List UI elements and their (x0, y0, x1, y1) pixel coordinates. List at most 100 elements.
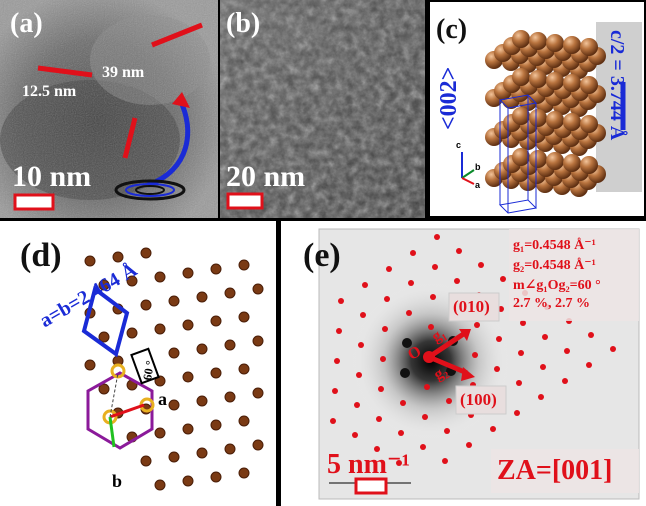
diffraction-spot (396, 460, 402, 466)
lattice-atom (252, 439, 264, 451)
g1-value: g₁=0.4548 Å⁻¹ (513, 238, 596, 253)
diffraction-spot (586, 362, 592, 368)
axis-c-label: c (456, 140, 462, 150)
diffraction-spot (564, 348, 570, 354)
atom-sphere (546, 152, 564, 170)
diffraction-spot (410, 250, 416, 256)
lattice-atom (126, 327, 138, 339)
measure-line (151, 22, 203, 48)
diffraction-spot (420, 444, 426, 450)
g2-value: g₂=0.4548 Å⁻¹ (513, 258, 596, 273)
lattice-atom (196, 343, 208, 355)
measurement-box (509, 229, 639, 321)
measure-label-12-5nm: 12.5 nm (22, 83, 77, 100)
diffraction-spot (520, 320, 526, 326)
diffraction-spot (446, 398, 452, 404)
lattice-atom (168, 399, 180, 411)
diffraction-spot (472, 352, 478, 358)
lattice-atom (238, 311, 250, 323)
diffraction-spot (430, 294, 436, 300)
zone-axis-box (491, 449, 639, 493)
lattice-atom (224, 287, 236, 299)
lattice-atom (98, 279, 110, 291)
lattice-atom (182, 267, 194, 279)
diffraction-spot (400, 400, 406, 406)
diffraction-spot (338, 298, 344, 304)
atom-sphere (546, 72, 564, 90)
lattice-atom (196, 395, 208, 407)
atom-sphere (529, 32, 547, 50)
scale-bar (354, 477, 388, 495)
lattice-atom (154, 271, 166, 283)
lattice-atom (182, 423, 194, 435)
lattice-atom (238, 415, 250, 427)
diffraction-spot (540, 364, 546, 370)
lattice-atom (168, 347, 180, 359)
scale-bar-label: 20 nm (226, 160, 306, 193)
diffraction-spot (516, 380, 522, 386)
diffraction-spot (466, 442, 472, 448)
lattice-atom (210, 315, 222, 327)
lattice-atom (154, 479, 166, 491)
diffraction-spot (334, 358, 340, 364)
lattice-atom (140, 247, 152, 259)
atom-sphere (563, 36, 581, 54)
diffraction-spot (386, 266, 392, 272)
panel-e-label: (e) (303, 237, 341, 274)
atom-sphere (563, 154, 581, 172)
lattice-atom (224, 339, 236, 351)
panel-b-tem-image: (b) 20 nm (220, 0, 425, 218)
diffraction-spot (408, 280, 414, 286)
diffraction-spot (358, 342, 364, 348)
hexagon (86, 371, 154, 450)
diffraction-spot (406, 310, 412, 316)
lattice-atom (98, 331, 110, 343)
lattice-atom (154, 323, 166, 335)
vector-b-label: b (112, 471, 123, 491)
measure-line (37, 65, 93, 78)
diffraction-spot (424, 384, 430, 390)
lattice-atom (168, 451, 180, 463)
panel-e-diffraction: (e) g₁=0.4548 Å⁻¹ g₂=0.4548 Å⁻¹ m∠g₁Og₂=… (281, 221, 646, 506)
vector-b (108, 416, 116, 448)
spot-100-label: (100) (460, 390, 497, 409)
atom-sphere (546, 34, 564, 52)
atom-sphere (512, 68, 530, 86)
diffraction-spot (384, 296, 390, 302)
lattice-atom (252, 335, 264, 347)
diffraction-spot (538, 394, 544, 400)
panel-a-label: (a) (10, 8, 43, 39)
lattice-atom (238, 259, 250, 271)
atom-sphere (563, 113, 581, 131)
diffraction-spot (444, 428, 450, 434)
lattice-atom (98, 383, 110, 395)
panel-b-label: (b) (226, 8, 261, 39)
axis-a-label: a (475, 180, 481, 190)
lattice-atom (196, 291, 208, 303)
atom-sphere (580, 38, 598, 56)
diffraction-spot (542, 334, 548, 340)
measure-line (122, 117, 138, 159)
lattice-atom (224, 391, 236, 403)
panel-d-label: (d) (20, 237, 62, 274)
diffraction-spot (456, 248, 462, 254)
diffraction-spot (494, 366, 500, 372)
lattice-atom (210, 471, 222, 483)
vector-a-label: a (158, 389, 167, 409)
diffraction-spot (376, 416, 382, 422)
lattice-atom (238, 467, 250, 479)
spot-100-box (455, 385, 507, 415)
lattice-atom (84, 255, 96, 267)
diffraction-spot (442, 458, 448, 464)
panel-a-tem-image: (a) 39 nm 12.5 nm 10 nm (0, 0, 218, 218)
lattice-atom (182, 319, 194, 331)
diffraction-spot (562, 378, 568, 384)
panel-d-lattice: (d) a=b=2.464 Å 60 ° a b (0, 221, 278, 506)
diffraction-spot (402, 338, 412, 348)
diffraction-spot (398, 430, 404, 436)
diffraction-spot (518, 350, 524, 356)
g1-arrow (427, 330, 467, 360)
g2-arrow (428, 354, 468, 376)
lattice-atom (252, 387, 264, 399)
atom-sphere (512, 30, 530, 48)
